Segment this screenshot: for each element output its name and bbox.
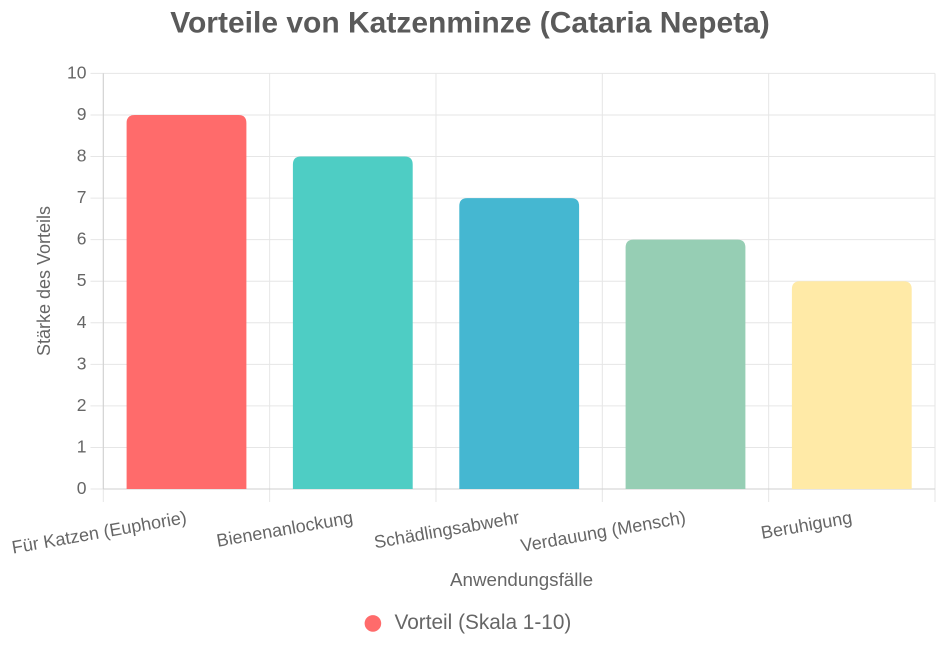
svg-text:Vorteil (Skala 1-10): Vorteil (Skala 1-10) [395,611,572,634]
svg-text:2: 2 [77,395,87,415]
svg-text:5: 5 [77,270,87,290]
svg-text:7: 7 [77,187,87,207]
svg-text:0: 0 [77,478,87,498]
svg-text:3: 3 [77,353,87,373]
svg-text:6: 6 [77,229,87,249]
svg-text:9: 9 [77,104,87,124]
svg-text:Vorteile von Katzenminze (Cata: Vorteile von Katzenminze (Cataria Nepeta… [170,7,770,40]
svg-text:4: 4 [77,312,87,332]
svg-text:8: 8 [77,146,87,166]
svg-text:10: 10 [67,62,87,82]
svg-text:Anwendungsfälle: Anwendungsfälle [450,569,593,590]
svg-text:Stärke des Vorteils: Stärke des Vorteils [34,206,54,356]
svg-text:1: 1 [77,436,87,456]
